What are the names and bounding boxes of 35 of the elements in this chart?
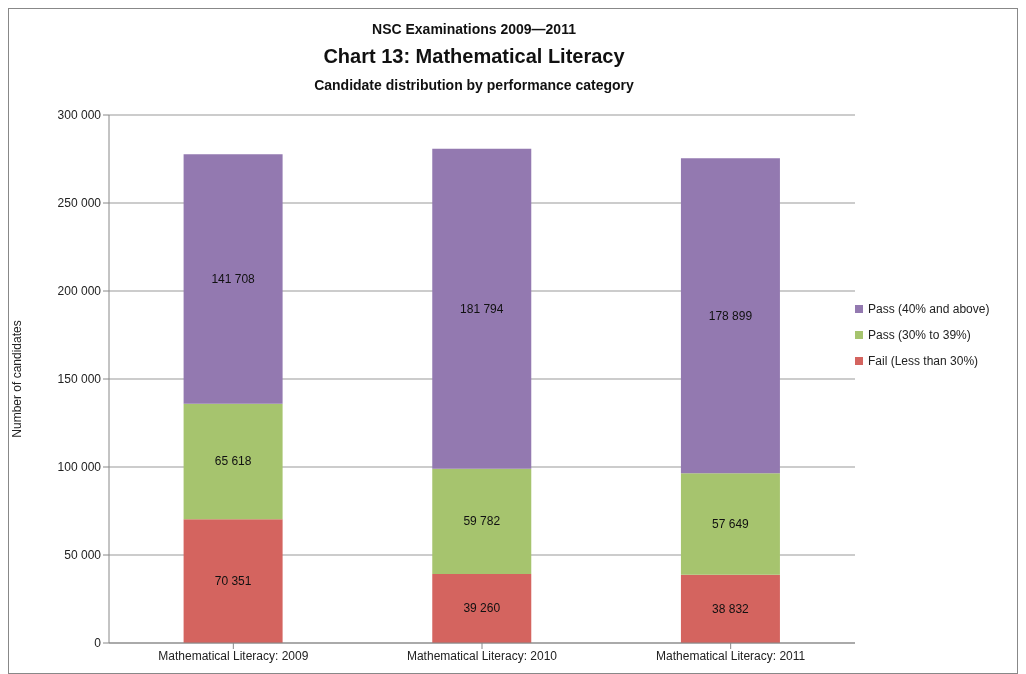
bar [680, 574, 780, 643]
data-label: 38 832 [712, 601, 750, 616]
text: Candidate distribution by performance category [313, 77, 635, 93]
y-tick-label: 100 000 [57, 460, 102, 475]
data-label: 65 618 [214, 454, 252, 469]
legend-label: Fail (Less than 30%) [868, 354, 979, 368]
bar [432, 573, 532, 643]
data-label: 59 782 [463, 514, 501, 529]
data-label: 57 649 [712, 516, 750, 531]
bar [183, 403, 283, 520]
legend-label: Pass (40% and above) [868, 302, 990, 316]
y-tick-label: 250 000 [57, 196, 102, 211]
bar [680, 158, 780, 474]
x-tick-label: Mathematical Literacy: 2011 [656, 648, 806, 663]
y-tick-label: 150 000 [57, 372, 102, 387]
bar [183, 154, 283, 404]
data-label: 181 794 [460, 301, 504, 316]
chart-subtitle: Chart 13: Mathematical Literacy [322, 45, 626, 68]
data-label: 39 260 [463, 601, 501, 616]
legend-label: Pass (30% to 39%) [868, 328, 971, 342]
y-tick-label: 200 000 [57, 284, 102, 299]
bar [680, 473, 780, 575]
data-label: 141 708 [211, 271, 256, 286]
chart-title: NSC Examinations 2009—2011 [371, 21, 577, 37]
x-tick-label: Mathematical Literacy: 2010 [406, 648, 558, 663]
y-tick-label: 0 [94, 636, 102, 651]
y-tick-label: 300 000 [57, 108, 102, 123]
y-axis-title: Number of candidates [10, 320, 25, 438]
bar [432, 468, 532, 574]
data-label: 178 899 [708, 308, 753, 323]
y-tick-label: 50 000 [64, 548, 102, 563]
bar [432, 148, 532, 469]
x-tick-label: Mathematical Literacy: 2009 [158, 648, 309, 663]
data-label: 70 351 [214, 574, 252, 589]
bar [183, 519, 283, 643]
